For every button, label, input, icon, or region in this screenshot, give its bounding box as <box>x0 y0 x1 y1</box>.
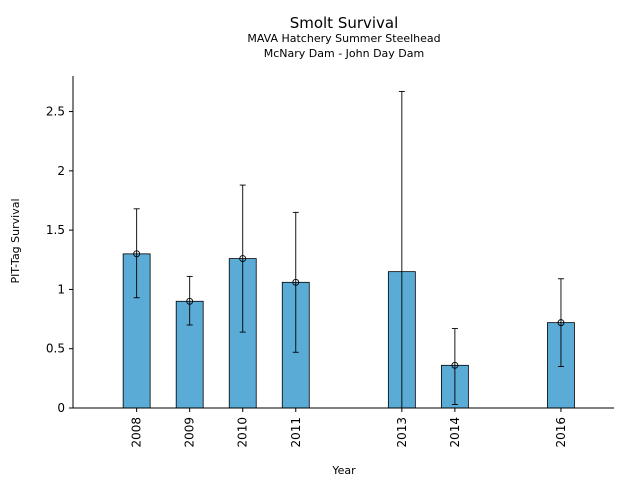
x-tick-label: 2011 <box>289 417 303 448</box>
y-tick-label: 1.5 <box>46 223 65 237</box>
y-ticks-layer: 0 0.5 1 1.5 2 2.5 <box>46 105 73 415</box>
x-tick-label: 2013 <box>395 417 409 448</box>
markers-layer <box>133 250 565 369</box>
bars-layer <box>122 253 575 409</box>
point-marker-2016 <box>557 319 565 327</box>
y-axis-label: PIT-Tag Survival <box>9 198 22 283</box>
point-marker-2011 <box>292 278 300 286</box>
point-marker-2008 <box>133 250 141 258</box>
y-tick-label: 2.5 <box>46 105 65 119</box>
y-tick-label: 1 <box>57 282 65 296</box>
y-tick-label: 0.5 <box>46 342 65 356</box>
y-tick-label: 2 <box>57 164 65 178</box>
x-axis-label: Year <box>331 464 356 477</box>
x-tick-label: 2010 <box>236 417 250 448</box>
chart-subtitle-line-2: McNary Dam - John Day Dam <box>264 47 424 60</box>
errorbars-layer <box>133 90 564 409</box>
x-tick-label: 2008 <box>130 417 144 448</box>
chart-subtitle-line-1: MAVA Hatchery Summer Steelhead <box>247 32 440 45</box>
point-marker-2014 <box>451 361 459 369</box>
y-tick-label: 0 <box>57 401 65 415</box>
point-marker-2010 <box>239 255 247 263</box>
x-tick-label: 2014 <box>448 417 462 448</box>
chart-title: Smolt Survival <box>290 14 399 32</box>
x-tick-label: 2009 <box>183 417 197 448</box>
x-tick-label: 2016 <box>554 417 568 448</box>
x-ticks-layer: 2008 2009 2010 2011 2013 2014 2016 <box>130 408 568 448</box>
point-marker-2009 <box>186 297 194 305</box>
